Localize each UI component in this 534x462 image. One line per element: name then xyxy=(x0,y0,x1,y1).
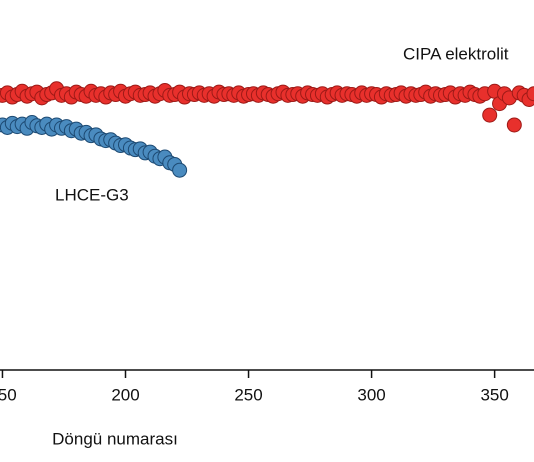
x-tick-label: 250 xyxy=(234,385,262,404)
point xyxy=(172,162,188,178)
x-tick-label: 150 xyxy=(0,385,17,404)
point xyxy=(482,107,498,123)
point xyxy=(506,117,522,133)
annotation: LHCE-G3 xyxy=(55,185,129,204)
annotation: CIPA elektrolit xyxy=(403,44,509,63)
x-tick-label: 200 xyxy=(111,385,139,404)
x-tick-label: 300 xyxy=(357,385,385,404)
x-tick-label: 350 xyxy=(480,385,508,404)
x-axis-label: Döngü numarası xyxy=(52,429,178,448)
point xyxy=(526,86,534,102)
